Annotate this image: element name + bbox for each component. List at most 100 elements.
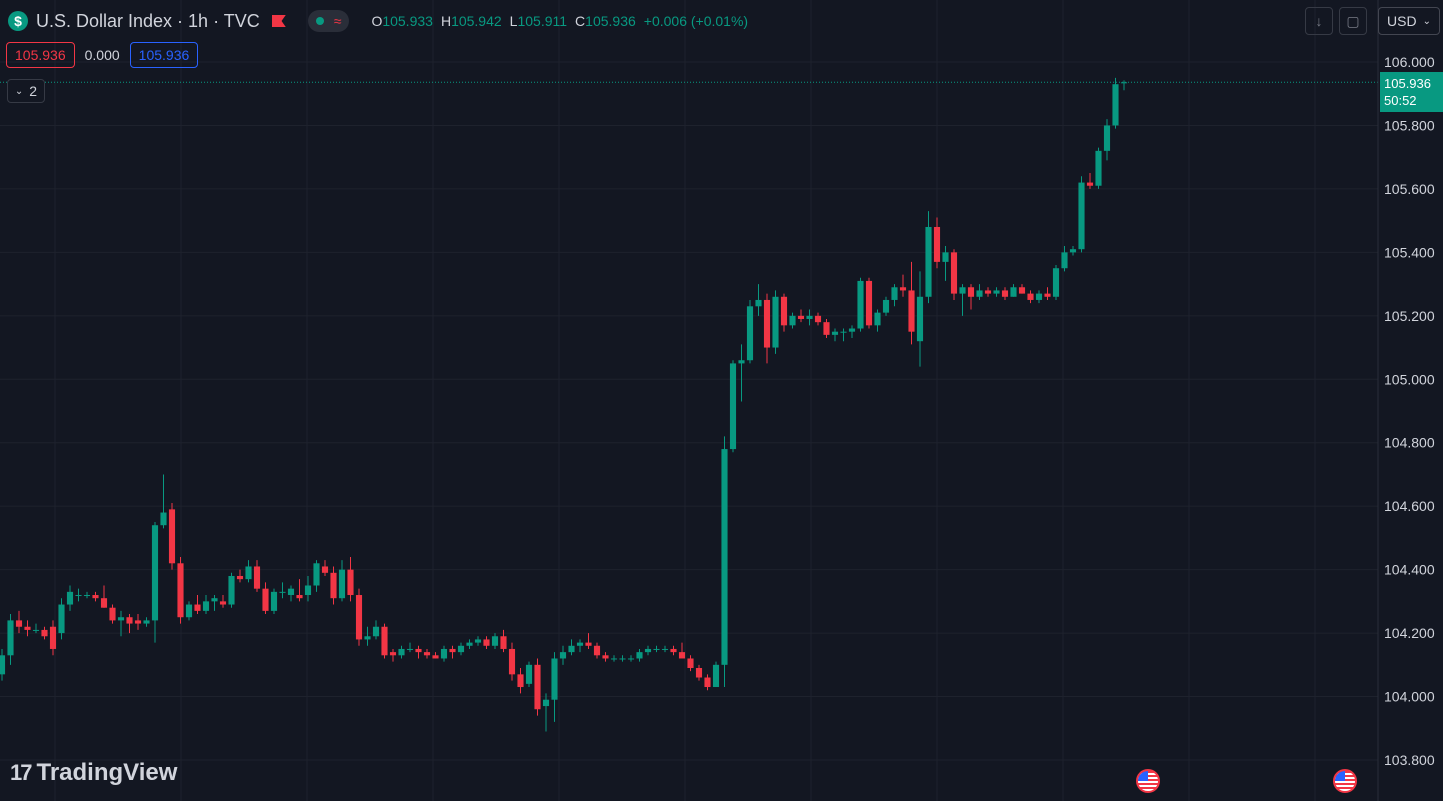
candle-body [848, 328, 856, 332]
price-tick-label: 104.000 [1384, 689, 1435, 705]
candle-body [151, 525, 159, 621]
tradingview-logo[interactable]: 17 TradingView [10, 759, 177, 787]
candle-body [1027, 293, 1034, 300]
candle-body [865, 280, 873, 326]
candle-body [772, 296, 779, 348]
candle-body [24, 626, 31, 630]
ohlc-values: O105.933 H105.942 L105.911 C105.936 +0.0… [371, 13, 748, 29]
candle-body [253, 566, 261, 589]
indicators-collapse-button[interactable]: ⌄ 2 [7, 79, 45, 103]
candle-body [627, 658, 635, 660]
candle-body [381, 626, 388, 656]
price-tick-label: 105.400 [1384, 244, 1435, 260]
candle-body [262, 588, 269, 611]
candle-body [593, 645, 601, 656]
market-status-pill[interactable]: ≈ [307, 10, 350, 32]
candle-body [347, 569, 354, 596]
candle-body [117, 617, 125, 621]
candle-body [882, 299, 890, 313]
high-value: 105.942 [451, 13, 502, 29]
price-tick-label: 104.200 [1384, 625, 1435, 641]
candle-body [202, 601, 210, 611]
dollar-icon: $ [8, 11, 28, 31]
candle-body [364, 636, 371, 640]
candle-body [287, 588, 295, 596]
candle-body [959, 287, 966, 294]
candle-body [831, 331, 839, 335]
buy-price-button[interactable]: 105.936 [129, 42, 199, 68]
candle-body [823, 322, 830, 335]
candle-body [0, 655, 6, 675]
price-tick-label: 104.800 [1384, 435, 1435, 451]
candle-body [1120, 82, 1128, 84]
candle-body [661, 648, 669, 650]
candle-body [746, 306, 754, 361]
candle-body [194, 604, 201, 611]
candle-body [304, 585, 312, 596]
candle-body [228, 575, 235, 605]
sell-price-button[interactable]: 105.936 [6, 42, 75, 68]
candle-body [976, 290, 983, 297]
candle-body [66, 591, 74, 605]
candle-body [491, 636, 499, 646]
price-tick-label: 105.200 [1384, 308, 1435, 324]
flag-icon[interactable] [271, 15, 286, 27]
candle-body [763, 299, 771, 348]
candle-body [15, 620, 23, 627]
candle-body [984, 290, 992, 294]
us-flag-event-icon[interactable] [1333, 769, 1357, 793]
candle-body [729, 363, 737, 450]
tradingview-logo-text: TradingView [36, 759, 178, 786]
fullscreen-icon[interactable]: ▢ [1339, 7, 1367, 35]
high-label: H [440, 13, 452, 29]
download-arrow-icon[interactable]: ↓ [1305, 7, 1333, 35]
candle-body [440, 648, 448, 659]
candle-body [449, 648, 456, 653]
candle-body [610, 658, 618, 660]
candle-body [585, 642, 592, 646]
price-tick-label: 105.600 [1384, 181, 1435, 197]
candle-body [1078, 182, 1085, 250]
candle-body [721, 449, 728, 665]
candle-body [780, 296, 788, 326]
candle-body [1061, 252, 1068, 269]
candle-body [840, 331, 847, 333]
candle-body [712, 664, 720, 688]
candle-body [695, 667, 703, 678]
candle-body [432, 655, 439, 659]
candle-body [551, 658, 558, 700]
candle-body [296, 595, 303, 599]
candle-body [678, 652, 686, 659]
candle-body [457, 645, 465, 653]
candle-body [789, 315, 796, 326]
bar-countdown: 50:52 [1384, 93, 1417, 108]
candle-body [534, 664, 541, 710]
symbol-title[interactable]: U.S. Dollar Index · 1h · TVC [36, 10, 260, 31]
candle-body [1044, 293, 1051, 297]
candle-body [1035, 293, 1043, 300]
candle-body [508, 648, 516, 675]
candle-body [483, 639, 490, 646]
candle-body [899, 287, 907, 291]
candle-body [933, 226, 941, 262]
currency-select-value: USD [1387, 13, 1417, 29]
us-flag-event-icon[interactable] [1136, 769, 1160, 793]
price-tick-label: 106.000 [1384, 54, 1435, 70]
candle-body [313, 563, 320, 586]
candle-body [755, 299, 762, 307]
candle-body [330, 572, 337, 599]
candle-body [474, 639, 482, 643]
candle-body [908, 290, 915, 332]
candle-body [993, 290, 1000, 294]
candle-body [41, 629, 48, 637]
candle-body [517, 674, 524, 688]
close-label: C [575, 13, 586, 29]
candle-body [967, 287, 975, 297]
price-tick-label: 104.600 [1384, 498, 1435, 514]
candle-body [423, 652, 431, 656]
currency-select[interactable]: USD ⌄ [1378, 7, 1440, 35]
candle-body [500, 636, 507, 649]
price-axis[interactable]: 106.000 105.800 105.600 105.400 105.200 105.0… [1384, 54, 1435, 768]
open-value: 105.933 [382, 13, 433, 29]
